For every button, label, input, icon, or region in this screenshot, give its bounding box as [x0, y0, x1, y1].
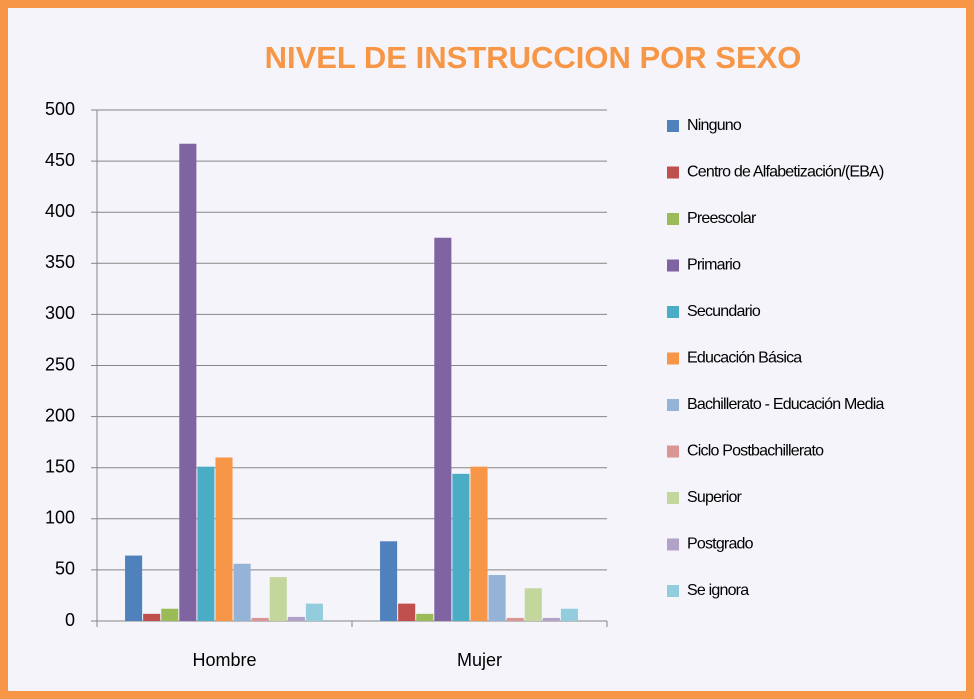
- bar: [524, 588, 542, 621]
- legend-label: Ninguno: [687, 117, 742, 134]
- y-tick-label: 450: [45, 150, 75, 170]
- y-tick-label: 200: [45, 405, 75, 425]
- bar: [215, 457, 233, 621]
- bar: [305, 603, 323, 621]
- bar: [161, 608, 179, 621]
- legend-label: Superior: [687, 489, 743, 506]
- legend-swatch: [667, 166, 679, 179]
- bar: [269, 577, 287, 621]
- y-tick-label: 0: [65, 610, 75, 630]
- y-tick-label: 150: [45, 456, 75, 476]
- y-tick-label: 400: [45, 201, 75, 221]
- bar: [560, 608, 578, 621]
- legend-swatch: [667, 585, 679, 597]
- bar: [506, 617, 524, 621]
- bar: [143, 613, 161, 621]
- bar: [488, 575, 506, 621]
- legend-label: Bachillerato - Educación Media: [687, 396, 884, 413]
- bar: [398, 603, 416, 621]
- bar: [542, 617, 560, 621]
- legend-swatch: [667, 399, 679, 411]
- y-tick-label: 300: [45, 303, 75, 323]
- legend-label: Centro de Alfabetización/(EBA): [687, 164, 884, 181]
- legend-label: Se ignora: [687, 582, 749, 599]
- legend-swatch: [667, 306, 679, 318]
- legend-swatch: [667, 352, 679, 365]
- legend-label: Educación Básica: [687, 350, 802, 367]
- legend-label: Secundario: [687, 303, 761, 320]
- legend-label: Preescolar: [687, 210, 757, 227]
- y-tick-label: 250: [45, 354, 75, 374]
- y-tick-label: 500: [45, 99, 75, 119]
- bar: [470, 466, 488, 621]
- bar: [233, 563, 251, 621]
- chart-title: NIVEL DE INSTRUCCION POR SEXO: [265, 40, 802, 75]
- x-tick-label: Mujer: [457, 650, 502, 670]
- legend-swatch: [667, 120, 679, 132]
- bar: [197, 466, 215, 621]
- bar: [287, 616, 305, 621]
- bar: [434, 237, 452, 621]
- x-tick-label: Hombre: [192, 650, 256, 670]
- bar: [125, 555, 143, 621]
- bar: [416, 613, 434, 621]
- bar: [251, 617, 269, 621]
- legend-label: Ciclo Postbachillerato: [687, 443, 824, 460]
- legend-swatch: [667, 213, 679, 225]
- y-tick-label: 350: [45, 252, 75, 272]
- bar: [179, 143, 197, 621]
- legend-swatch: [667, 259, 679, 272]
- bar: [452, 473, 470, 621]
- legend-label: Postgrado: [687, 536, 754, 553]
- legend-swatch: [667, 538, 679, 551]
- y-tick-label: 100: [45, 508, 75, 528]
- legend-swatch: [667, 445, 679, 458]
- legend-label: Primario: [687, 257, 741, 274]
- legend-swatch: [667, 492, 679, 504]
- y-tick-label: 50: [55, 559, 75, 579]
- bar: [380, 541, 398, 621]
